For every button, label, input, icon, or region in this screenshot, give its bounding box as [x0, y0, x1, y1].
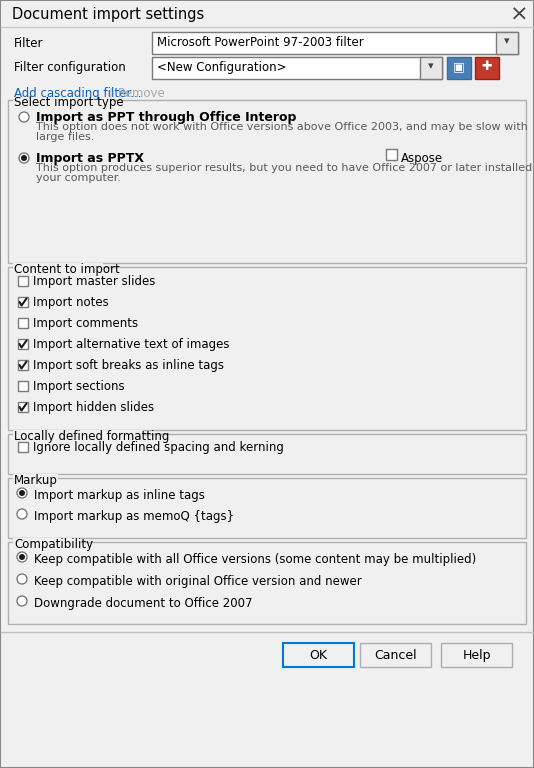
Bar — [18, 339, 28, 349]
Text: Markup: Markup — [14, 474, 58, 487]
Circle shape — [17, 574, 27, 584]
Bar — [441, 643, 512, 667]
Text: ×: × — [509, 5, 528, 25]
Text: Aspose: Aspose — [401, 152, 443, 165]
Bar — [420, 57, 442, 79]
Circle shape — [21, 155, 27, 161]
Bar — [13, 263, 103, 272]
Text: Help: Help — [462, 649, 491, 662]
Circle shape — [17, 509, 27, 519]
Bar — [18, 297, 28, 307]
Bar — [152, 57, 442, 79]
Bar — [13, 538, 81, 547]
Bar — [18, 402, 28, 412]
Circle shape — [17, 596, 27, 606]
Text: Ignore locally defined spacing and kerning: Ignore locally defined spacing and kerni… — [33, 441, 284, 454]
Bar — [8, 478, 526, 538]
Bar — [8, 542, 526, 624]
Bar — [18, 360, 28, 370]
Text: Import as PPT through Office Interop: Import as PPT through Office Interop — [36, 111, 296, 124]
Text: Compatibility: Compatibility — [14, 538, 93, 551]
Text: Import markup as memoQ {tags}: Import markup as memoQ {tags} — [34, 510, 234, 523]
Text: OK: OK — [310, 649, 327, 662]
Text: |: | — [108, 87, 112, 100]
Text: Filter configuration: Filter configuration — [14, 61, 125, 74]
Text: Content to import: Content to import — [14, 263, 120, 276]
Text: large files.: large files. — [36, 132, 95, 142]
Circle shape — [17, 488, 27, 498]
Circle shape — [19, 153, 29, 163]
Text: Remove: Remove — [118, 87, 166, 100]
Text: ▾: ▾ — [428, 61, 434, 71]
Bar — [8, 100, 526, 263]
Bar — [8, 267, 526, 430]
Bar — [386, 149, 397, 160]
Text: Import master slides: Import master slides — [33, 275, 155, 288]
Bar — [447, 57, 471, 79]
Bar — [13, 96, 113, 105]
Bar — [475, 57, 499, 79]
Text: Keep compatible with all Office versions (some content may be multiplied): Keep compatible with all Office versions… — [34, 553, 476, 566]
Bar — [18, 318, 28, 328]
Bar — [152, 32, 518, 54]
Text: ▣: ▣ — [453, 60, 465, 73]
Circle shape — [17, 552, 27, 562]
Circle shape — [19, 490, 25, 496]
Text: Add cascading filter...: Add cascading filter... — [14, 87, 142, 100]
Text: Import soft breaks as inline tags: Import soft breaks as inline tags — [33, 359, 224, 372]
Text: <New Configuration>: <New Configuration> — [157, 61, 287, 74]
Text: Keep compatible with original Office version and newer: Keep compatible with original Office ver… — [34, 575, 362, 588]
Text: ✚: ✚ — [482, 60, 492, 73]
Text: Cancel: Cancel — [374, 649, 417, 662]
Text: This option produces superior results, but you need to have Office 2007 or later: This option produces superior results, b… — [36, 163, 534, 173]
Bar — [283, 643, 354, 667]
Bar — [18, 381, 28, 391]
Text: Import as PPTX: Import as PPTX — [36, 152, 144, 165]
Text: Locally defined formatting: Locally defined formatting — [14, 430, 169, 443]
Circle shape — [19, 112, 29, 122]
Bar — [13, 430, 143, 439]
Bar — [8, 434, 526, 474]
Text: Import notes: Import notes — [33, 296, 109, 309]
Bar — [18, 276, 28, 286]
Bar — [1, 1, 533, 27]
Text: Import alternative text of images: Import alternative text of images — [33, 338, 230, 351]
Circle shape — [19, 554, 25, 560]
Text: Select import type: Select import type — [14, 96, 124, 109]
Text: your computer.: your computer. — [36, 173, 121, 183]
Text: Downgrade document to Office 2007: Downgrade document to Office 2007 — [34, 597, 253, 610]
Bar — [360, 643, 431, 667]
Text: Import hidden slides: Import hidden slides — [33, 401, 154, 414]
Text: Microsoft PowerPoint 97-2003 filter: Microsoft PowerPoint 97-2003 filter — [157, 36, 364, 49]
Text: Filter: Filter — [14, 37, 43, 50]
Text: Document import settings: Document import settings — [12, 7, 204, 22]
Text: Import comments: Import comments — [33, 317, 138, 330]
Bar — [18, 442, 28, 452]
Text: ▾: ▾ — [504, 36, 510, 46]
Text: This option does not work with Office versions above Office 2003, and may be slo: This option does not work with Office ve… — [36, 122, 528, 132]
Text: Import sections: Import sections — [33, 380, 124, 393]
Bar — [13, 474, 58, 483]
Bar — [496, 32, 518, 54]
Text: Import markup as inline tags: Import markup as inline tags — [34, 489, 205, 502]
